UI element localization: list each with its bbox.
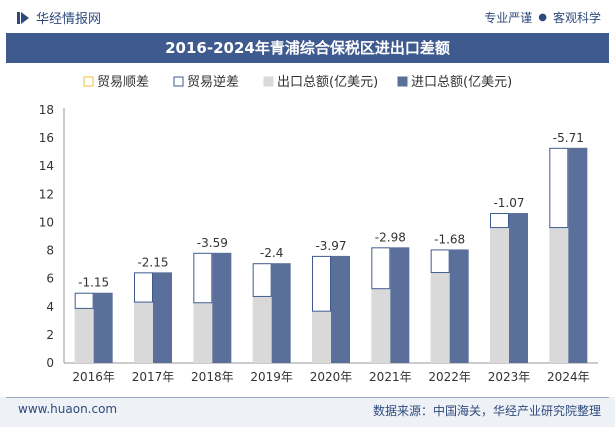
legend-surplus-swatch <box>83 76 94 87</box>
legend-surplus-label: 贸易顺差 <box>97 75 149 90</box>
deficit-box <box>371 247 391 290</box>
logo-icon <box>17 11 29 24</box>
balance-data-label: -1.68 <box>434 232 465 246</box>
chart-title: 2016-2024年青浦综合保税区进出口差额 <box>6 33 609 63</box>
y-tick-label: 6 <box>46 272 54 286</box>
legend-deficit-swatch <box>173 76 184 87</box>
y-tick-label: 10 <box>39 215 54 229</box>
balance-data-label: -1.15 <box>78 276 109 290</box>
deficit-box <box>430 249 450 274</box>
import-bar <box>271 263 291 363</box>
x-tick-label: 2020年 <box>310 370 353 384</box>
balance-data-label: -2.4 <box>260 246 283 260</box>
balance-data-label: -2.98 <box>375 230 406 244</box>
y-tick-label: 18 <box>39 103 54 117</box>
export-bar <box>74 308 94 363</box>
deficit-box <box>252 263 272 297</box>
deficit-box <box>549 147 569 229</box>
y-tick-label: 14 <box>39 159 54 173</box>
deficit-box <box>490 213 509 229</box>
import-bar <box>212 252 232 363</box>
y-tick-label: 4 <box>46 300 54 314</box>
x-tick-label: 2017年 <box>132 370 175 384</box>
deficit-box <box>74 292 94 309</box>
legend-deficit-label: 贸易逆差 <box>187 74 239 90</box>
x-tick-label: 2019年 <box>250 370 293 384</box>
import-bar <box>390 247 410 363</box>
deficit-box <box>312 255 331 312</box>
x-tick-label: 2023年 <box>488 370 531 384</box>
import-bar <box>568 147 588 363</box>
balance-data-label: -1.07 <box>493 196 524 210</box>
tagline-right: 客观科学 <box>552 11 601 25</box>
import-bar <box>153 272 172 363</box>
export-bar <box>134 302 153 363</box>
import-bar <box>331 255 350 363</box>
export-bar <box>312 311 331 363</box>
y-tick-label: 2 <box>46 328 54 342</box>
export-bar <box>252 296 272 363</box>
tagline-left: 专业严谨 <box>484 11 533 25</box>
legend-import-swatch <box>397 76 408 87</box>
balance-data-label: -2.15 <box>137 255 168 269</box>
export-bar <box>549 228 569 363</box>
balance-data-label: -3.97 <box>315 239 346 253</box>
export-bar <box>430 273 450 363</box>
deficit-box <box>134 272 153 303</box>
export-bar <box>371 289 391 363</box>
deficit-box <box>193 252 213 304</box>
top-bar: 华经情报网 专业严谨 ● 客观科学 <box>0 0 615 33</box>
chart-svg: 贸易顺差 贸易逆差 出口总额(亿美元) 进口总额(亿美元) 0 2 4 6 8 10 12 14 16 1… <box>39 74 598 384</box>
brand[interactable]: 华经情报网 <box>16 8 101 27</box>
import-bar <box>509 213 528 363</box>
x-tick-label: 2024年 <box>547 370 590 384</box>
footer-background <box>0 397 615 427</box>
balance-data-label: -3.59 <box>197 236 228 250</box>
import-bar <box>449 249 469 363</box>
import-bar <box>93 292 113 363</box>
dot-icon: ● <box>538 12 547 23</box>
legend-export-label: 出口总额(亿美元) <box>277 75 378 90</box>
x-tick-label: 2018年 <box>191 370 234 384</box>
brand-name: 华经情报网 <box>36 12 102 27</box>
export-bar <box>490 228 509 363</box>
legend-export-swatch <box>263 76 274 87</box>
x-tick-label: 2016年 <box>72 370 115 384</box>
y-tick-label: 0 <box>46 356 54 370</box>
x-tick-label: 2021年 <box>369 370 412 384</box>
footer-source: 数据来源：中国海关，华经产业研究院整理 <box>372 404 601 418</box>
footer-website[interactable]: www.huaon.com <box>18 402 118 416</box>
x-tick-label: 2022年 <box>428 370 471 384</box>
balance-data-label: -5.71 <box>553 131 584 145</box>
tagline: 专业严谨 ● 客观科学 <box>484 9 601 26</box>
export-bar <box>193 303 213 363</box>
footer-divider <box>6 397 609 398</box>
chart-area: 贸易顺差 贸易逆差 出口总额(亿美元) 进口总额(亿美元) 0 2 4 6 8 10 12 14 16 1… <box>0 63 615 397</box>
y-tick-label: 8 <box>46 244 54 258</box>
y-tick-label: 16 <box>39 131 54 145</box>
legend-import-label: 进口总额(亿美元) <box>411 75 512 90</box>
y-tick-label: 12 <box>39 187 54 201</box>
